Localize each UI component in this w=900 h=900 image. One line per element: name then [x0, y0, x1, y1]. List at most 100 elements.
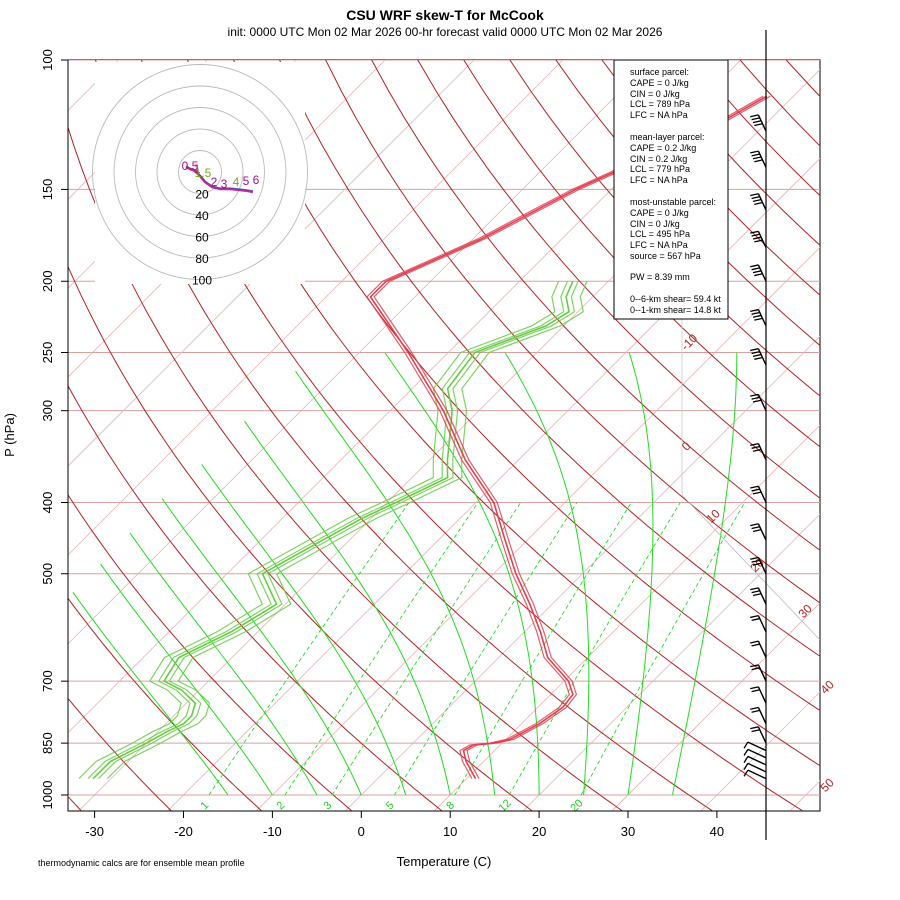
y-tick-label: 850 — [40, 732, 55, 754]
hodograph-ring — [178, 150, 222, 194]
wind-barb — [743, 741, 767, 752]
isotherm-line — [68, 60, 653, 645]
y-tick-label: 100 — [40, 49, 55, 71]
isotherm-label: 0 — [679, 439, 694, 454]
wind-barb-flag — [751, 196, 760, 200]
dry-adiabat — [371, 60, 820, 551]
dry-adiabat — [68, 597, 262, 811]
isotherm-label: 10 — [703, 506, 723, 526]
moist-adiabat — [129, 532, 318, 796]
dewpoint-ensemble-line — [87, 281, 568, 780]
moist-adiabat — [627, 352, 654, 796]
wind-barb-flag — [754, 317, 763, 321]
hodograph-point-label: 6 — [253, 173, 260, 187]
wind-barb-flag — [750, 114, 759, 118]
isotherm-line — [434, 424, 820, 811]
hodograph-point-label: 1.5 — [195, 166, 212, 180]
wind-barb-flag — [751, 689, 760, 693]
wind-barb-flag — [751, 233, 760, 237]
y-axis-label: P (hPa) — [2, 413, 17, 457]
mixing-ratio-line — [580, 502, 746, 796]
wind-barb — [750, 393, 767, 411]
mixing-ratio-label: 3 — [322, 799, 335, 812]
wind-barb — [743, 755, 767, 766]
wind-barb-flag — [751, 643, 760, 647]
dry-adiabat — [785, 60, 820, 98]
most-unstable-line: LCL = 495 hPa — [630, 229, 690, 239]
wind-barb — [750, 614, 767, 633]
surface-parcel-line: LFC = NA hPa — [630, 110, 688, 120]
surface-parcel-line: LCL = 789 hPa — [630, 99, 690, 109]
wind-barb-flag — [754, 123, 763, 127]
wind-barb-flag — [751, 488, 760, 492]
isotherm-line — [612, 602, 820, 811]
hodograph-ring-label: 40 — [195, 209, 209, 223]
moist-adiabat — [100, 563, 273, 796]
wind-barb-flag — [752, 562, 762, 566]
y-tick-label: 300 — [40, 400, 55, 422]
mixing-ratio-label: 5 — [384, 799, 397, 812]
wind-barb-flag — [743, 749, 749, 756]
mean-layer-header: mean-layer parcel: — [630, 132, 705, 142]
wind-barb-flag — [751, 396, 760, 400]
x-tick-label: -10 — [263, 824, 282, 839]
wind-barb-flag — [751, 617, 760, 622]
y-tick-label: 200 — [40, 270, 55, 292]
y-tick-label: 150 — [40, 179, 55, 201]
wind-barb — [750, 114, 767, 132]
wind-barb-flag — [751, 311, 760, 315]
wind-barb — [750, 485, 767, 503]
wind-barb-flag — [750, 442, 759, 447]
chart-title: CSU WRF skew-T for McCook — [346, 7, 544, 23]
dry-adiabat — [68, 125, 623, 811]
y-tick-label: 500 — [40, 563, 55, 585]
y-tick-label: 700 — [40, 670, 55, 692]
wind-barb-flag — [750, 556, 759, 560]
wind-barb-flag — [750, 308, 759, 312]
isotherm-line — [345, 335, 820, 811]
wind-barb — [750, 706, 767, 725]
wind-barb-flag — [754, 273, 763, 277]
wind-barb-flag — [754, 159, 763, 163]
temperature-mean-line — [369, 95, 768, 779]
wind-barb-flag — [754, 239, 763, 243]
mean-layer-line: CAPE = 0.2 J/kg — [630, 143, 696, 153]
moist-adiabat — [201, 464, 407, 796]
moist-adiabat — [295, 370, 496, 796]
isotherm-line — [167, 157, 820, 811]
moist-adiabat — [72, 592, 229, 796]
dry-adiabat — [187, 60, 820, 767]
x-tick-label: -30 — [85, 824, 104, 839]
wind-barb-flag — [750, 348, 759, 352]
most-unstable-line: CAPE = 0 J/kg — [630, 208, 689, 218]
wind-barb-flag — [750, 664, 759, 668]
dewpoint-ensemble-line — [98, 281, 579, 780]
moist-adiabat — [161, 498, 362, 796]
wind-barb-flag — [751, 117, 760, 121]
hodograph-ring — [135, 107, 265, 237]
dry-adiabat — [417, 60, 820, 499]
hodograph-point-label: 5 — [243, 174, 250, 188]
wind-barb-flag — [750, 523, 759, 527]
wind-barb-staff — [747, 755, 767, 766]
hodograph: 20 40 60 80 100 0.511.52 3 4 5 6 — [92, 62, 308, 288]
mixing-ratio-line — [331, 502, 522, 796]
wind-barb-flag — [752, 314, 762, 318]
wind-barb-flag — [750, 686, 759, 690]
wind-barb — [743, 762, 767, 773]
wind-barb-flag — [750, 393, 759, 397]
wind-barb-staff — [747, 762, 767, 773]
surface-parcel-header: surface parcel: — [630, 67, 689, 77]
hodograph-point-label: 0.5 — [182, 159, 199, 173]
envelope-line — [681, 494, 820, 641]
hodograph-ring-label: 60 — [195, 231, 209, 245]
wind-barb-flag — [752, 156, 762, 160]
wind-barb — [750, 726, 767, 744]
mixing-ratio-label: 2 — [274, 799, 287, 812]
wind-barb-staff — [747, 748, 767, 759]
wind-barb-flag — [751, 350, 760, 355]
hodograph-ring — [156, 128, 244, 216]
wind-barb-flag — [750, 264, 759, 268]
wind-barb-flag — [743, 756, 749, 763]
